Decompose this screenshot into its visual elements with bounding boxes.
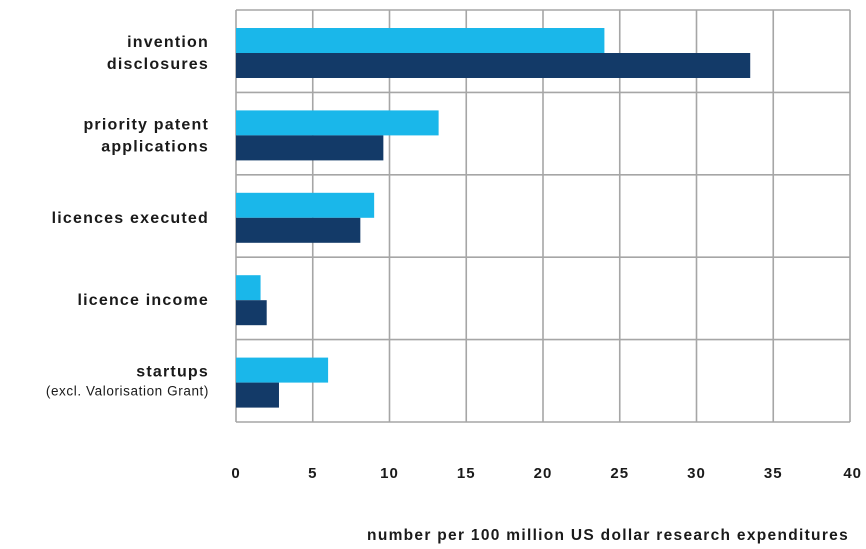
category-label-4: licence income	[77, 292, 209, 309]
x-tick-label-5: 5	[308, 465, 317, 482]
category-label-line: disclosures	[107, 56, 209, 73]
category-label-line: applications	[101, 138, 209, 155]
bar-series1-cat2	[236, 110, 439, 136]
x-tick-label-25: 25	[610, 465, 629, 482]
bar-series1-cat3	[236, 192, 375, 218]
x-tick-label-35: 35	[764, 465, 783, 482]
category-label-3: licences executed	[52, 210, 209, 227]
bar-series2-cat2	[236, 135, 384, 161]
bar-series1-cat1	[236, 28, 605, 53]
bars	[236, 28, 751, 408]
category-label-line: invention	[127, 34, 209, 51]
category-label-5: startups (excl. Valorisation Grant)	[46, 364, 209, 399]
grid	[235, 9, 851, 423]
bar-series2-cat4	[236, 300, 267, 326]
x-tick-label-40: 40	[843, 465, 862, 482]
x-tick-label-10: 10	[380, 465, 399, 482]
x-tick-label-0: 0	[231, 465, 240, 482]
bar-series1-cat4	[236, 275, 261, 301]
x-tick-label-15: 15	[457, 465, 476, 482]
x-axis-title: number per 100 million US dollar researc…	[367, 527, 849, 544]
bar-series2-cat1	[236, 53, 751, 78]
category-label-line: licences executed	[52, 210, 209, 227]
bar-series1-cat5	[236, 357, 329, 383]
category-label-line: startups	[136, 364, 209, 381]
category-label-2: priority patent applications	[83, 116, 209, 155]
category-label-line: licence income	[77, 292, 209, 309]
x-tick-label-20: 20	[534, 465, 553, 482]
category-label-1: invention disclosures	[107, 34, 209, 73]
bar-series2-cat3	[236, 217, 361, 243]
category-note: (excl. Valorisation Grant)	[46, 384, 209, 399]
category-label-line: priority patent	[83, 116, 209, 133]
x-tick-label-30: 30	[687, 465, 706, 482]
bar-series2-cat5	[236, 382, 279, 408]
category-labels: invention disclosures priority patent appli…	[46, 34, 209, 399]
x-tick-labels: 0 5 10 15 20 25 30 35 40	[231, 465, 862, 482]
